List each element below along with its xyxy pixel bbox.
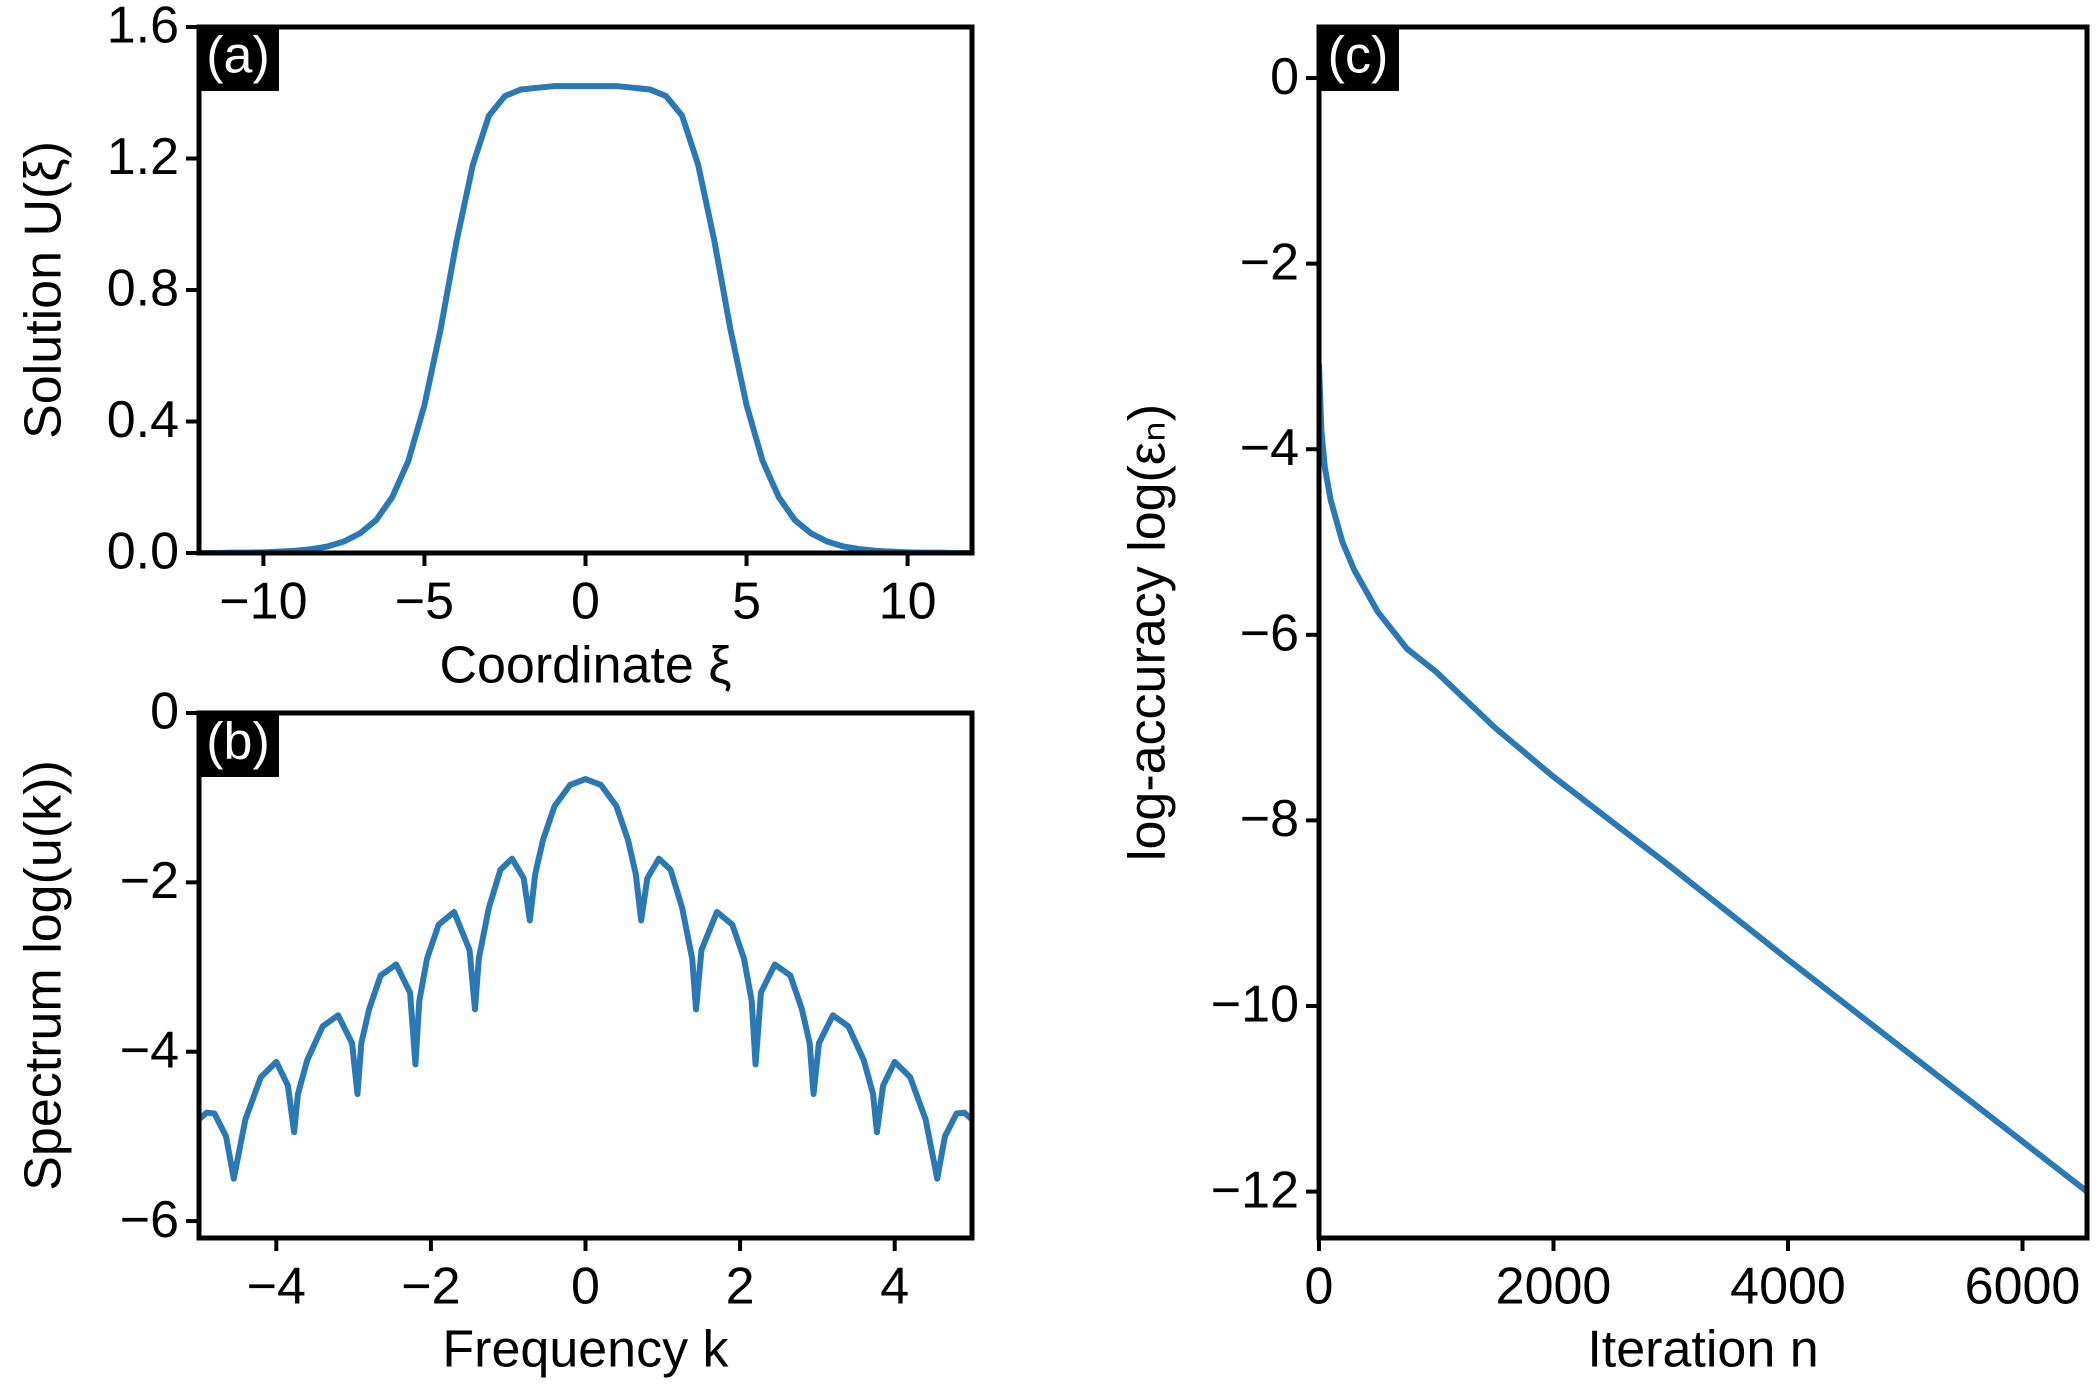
panel: −6 −4 −2 0 −4 −2 0 2 4 (b) Frequency k Spectrum log… bbox=[15, 683, 975, 1379]
y-tick-label: 0.8 bbox=[107, 260, 179, 318]
x-axis-label: Frequency k bbox=[442, 1321, 729, 1379]
y-tick-label: 1.2 bbox=[107, 128, 179, 186]
panel: −12 −10 −8 −6 −4 −2 0 0 2000 4000 6000 (c) Iteration… bbox=[1119, 24, 2090, 1379]
x-tick-label: 2 bbox=[726, 1258, 755, 1316]
x-tick-label: 4000 bbox=[1730, 1258, 1846, 1316]
y-tick-label: 0 bbox=[150, 683, 179, 741]
plot-area bbox=[199, 83, 972, 553]
x-tick-label: 5 bbox=[732, 573, 761, 631]
y-tick-label: −2 bbox=[1240, 233, 1299, 291]
x-tick-label: 4 bbox=[880, 1258, 909, 1316]
plot-area bbox=[1319, 363, 2087, 1194]
y-tick-label: −2 bbox=[120, 852, 179, 910]
x-tick-label: 0 bbox=[1305, 1258, 1334, 1316]
x-tick-label: 0 bbox=[571, 1258, 600, 1316]
panel-label-box bbox=[1317, 25, 1399, 91]
y-tick-label: 0.0 bbox=[107, 523, 179, 581]
x-tick-label: 2000 bbox=[1496, 1258, 1612, 1316]
x-axis-label: Coordinate ξ bbox=[439, 637, 731, 695]
panel: 0.0 0.4 0.8 1.2 1.6 −10 −5 0 5 10 (a) Coordinate ξ S… bbox=[15, 0, 975, 695]
y-axis-label: Spectrum log(u(k)) bbox=[15, 760, 73, 1191]
x-tick-label: −10 bbox=[219, 573, 307, 631]
x-tick-label: −5 bbox=[395, 573, 454, 631]
panel-label: (a) bbox=[206, 27, 270, 85]
y-tick-label: −8 bbox=[1240, 790, 1299, 848]
axes-frame bbox=[1316, 24, 2090, 1241]
panel-label: (b) bbox=[206, 713, 270, 771]
y-tick-label: 0.4 bbox=[107, 391, 179, 449]
data-line bbox=[199, 776, 972, 1182]
x-axis-label: Iteration n bbox=[1587, 1321, 1818, 1379]
data-line bbox=[1319, 363, 2087, 1194]
y-tick-label: −12 bbox=[1211, 1161, 1299, 1219]
axes-frame bbox=[196, 710, 975, 1241]
x-tick-label: 6000 bbox=[1965, 1258, 2081, 1316]
y-tick-label: 0 bbox=[1270, 48, 1299, 106]
x-tick-label: −2 bbox=[401, 1258, 460, 1316]
y-tick-label: −4 bbox=[120, 1021, 179, 1079]
data-line bbox=[199, 83, 972, 553]
panel-label-box bbox=[197, 25, 279, 91]
y-axis-label: Solution U(ξ) bbox=[15, 141, 73, 439]
axes-frame bbox=[196, 24, 975, 556]
x-tick-label: 0 bbox=[571, 573, 600, 631]
y-tick-label: 1.6 bbox=[107, 0, 179, 55]
y-tick-label: −4 bbox=[1240, 419, 1299, 477]
y-tick-label: −6 bbox=[1240, 605, 1299, 663]
x-tick-label: −4 bbox=[247, 1258, 306, 1316]
y-axis-label: log-accuracy log(εₙ) bbox=[1119, 404, 1177, 861]
y-tick-label: −10 bbox=[1211, 976, 1299, 1034]
panel-label: (c) bbox=[1328, 27, 1389, 85]
plot-area bbox=[199, 776, 972, 1182]
panel-label-box bbox=[197, 711, 279, 777]
y-tick-label: −6 bbox=[120, 1191, 179, 1249]
x-tick-label: 10 bbox=[879, 573, 937, 631]
